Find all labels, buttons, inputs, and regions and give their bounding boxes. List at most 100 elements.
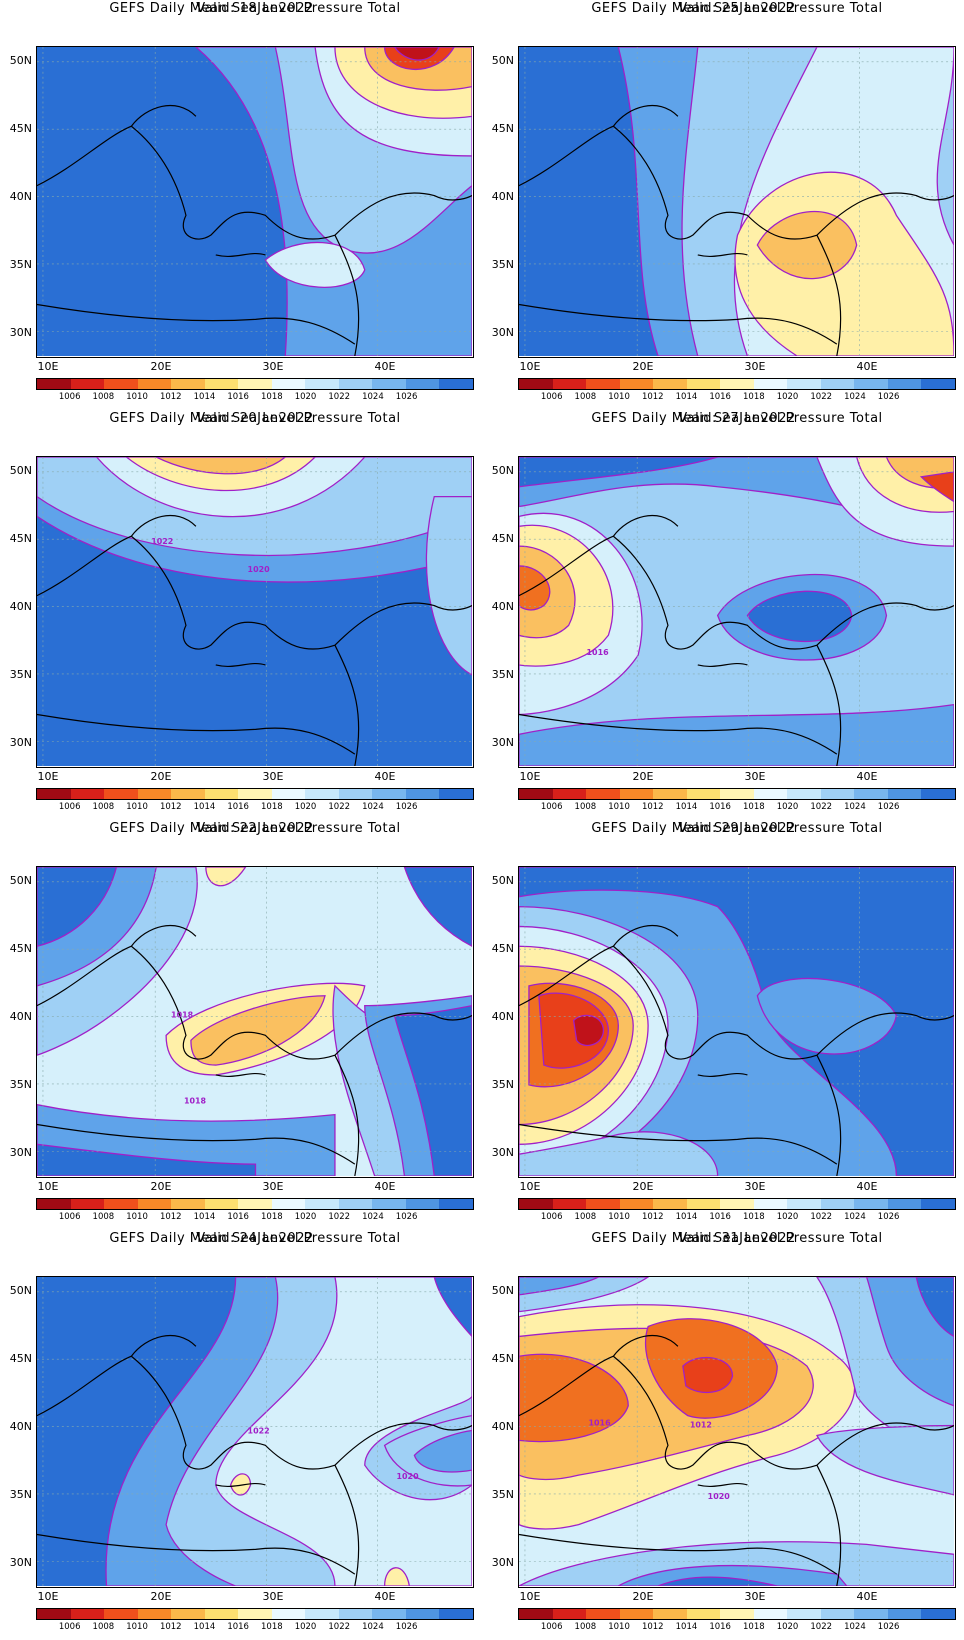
colorbar-swatch: [519, 789, 553, 799]
pressure-contour-region: [393, 47, 440, 61]
latitude-tick-label: 40N: [9, 190, 32, 203]
latitude-tick-label: 50N: [491, 54, 514, 67]
colorbar-swatch: [405, 1199, 440, 1209]
colorbar-swatch: [854, 789, 888, 799]
latitude-tick-label: 45N: [9, 1352, 32, 1365]
colorbar-swatch: [104, 1199, 138, 1209]
pressure-contour-region: [205, 867, 247, 887]
longitude-tick-label: 10E: [519, 1590, 541, 1603]
colorbar-tick-label: 1008: [92, 802, 115, 812]
colorbar-swatch: [238, 1609, 272, 1619]
map-panel: GEFS Daily Mean Sea Level Pressure Total…: [0, 410, 482, 820]
colorbar-swatch: [104, 1609, 138, 1619]
colorbar-swatch: [552, 1199, 587, 1209]
panel-title: GEFS Daily Mean Sea Level Pressure Total: [591, 1231, 883, 1246]
map-panel: GEFS Daily Mean Sea Level Pressure Total…: [482, 410, 964, 820]
colorbar-tick-label: 1012: [159, 392, 182, 402]
pressure-contour-region: [746, 590, 853, 642]
latitude-tick-label: 50N: [9, 874, 32, 887]
colorbar-tick-label: 1010: [608, 802, 630, 812]
colorbar-tick-label: 1020: [294, 1212, 317, 1222]
colorbar-swatch: [619, 1609, 654, 1619]
colorbar-tick-label: 1024: [362, 392, 384, 402]
coastline: [519, 924, 954, 1176]
colorbar-tick-label: 1024: [844, 1212, 866, 1222]
colorbar-swatch: [372, 1199, 406, 1209]
coastline: [37, 514, 472, 766]
latitude-tick-label: 45N: [491, 942, 514, 955]
colorbar-tick-label: 1008: [92, 392, 115, 402]
pressure-map: [518, 46, 956, 358]
colorbar-swatch: [70, 379, 105, 389]
map-panel: GEFS Daily Mean Sea Level Pressure Total…: [482, 820, 964, 1230]
latitude-tick-label: 40N: [491, 600, 514, 613]
latitude-tick-label: 40N: [491, 1010, 514, 1023]
pressure-contour-region: [572, 1014, 605, 1047]
colorbar-swatch: [820, 1199, 855, 1209]
colorbar-swatch: [137, 1199, 172, 1209]
colorbar-tick-label: 1018: [743, 802, 765, 812]
longitude-tick-label: 40E: [856, 360, 878, 373]
colorbar-tick-label: 1016: [227, 1212, 249, 1222]
colorbar-swatch: [271, 1609, 306, 1619]
pressure-contour-region: [915, 1277, 954, 1338]
colorbar-tick-label: 1022: [328, 1622, 351, 1632]
colorbar-tick-label: 1026: [395, 1622, 418, 1632]
colorbar-tick-label: 1006: [540, 1622, 563, 1632]
colorbar-swatch: [238, 789, 272, 799]
latitude-tick-label: 45N: [491, 122, 514, 135]
colorbar-tick-label: 1020: [776, 1622, 799, 1632]
panel-valid-date: Valid: 18Jan2022: [196, 1, 314, 16]
latitude-tick-label: 50N: [9, 464, 32, 477]
colorbar-tick-label: 1026: [877, 802, 900, 812]
colorbar-swatch: [338, 1199, 373, 1209]
colorbar-tick-label: 1022: [810, 802, 833, 812]
colorbar-swatch: [439, 1609, 473, 1619]
colorbar-swatch: [686, 1199, 721, 1209]
colorbar-tick-label: 1026: [395, 392, 418, 402]
colorbar-swatch: [653, 789, 687, 799]
longitude-tick-label: 40E: [856, 770, 878, 783]
colorbar-tick-label: 1012: [641, 392, 664, 402]
colorbar-swatch: [37, 379, 71, 389]
latitude-tick-label: 35N: [9, 258, 32, 271]
colorbar-tick-label: 1018: [743, 1622, 765, 1632]
contour-label: 1020: [708, 1492, 731, 1501]
pressure-contour-region: [816, 1424, 954, 1496]
colorbar-swatch: [305, 379, 339, 389]
colorbar-tick-label: 1016: [709, 1212, 731, 1222]
colorbar-tick-label: 1008: [574, 802, 597, 812]
colorbar-tick-label: 1026: [877, 1212, 900, 1222]
longitude-tick-label: 10E: [519, 1180, 541, 1193]
colorbar-tick-label: 1010: [608, 1212, 630, 1222]
coastline: [37, 104, 472, 356]
colorbar-tick-label: 1018: [261, 1212, 283, 1222]
longitude-tick-label: 20E: [150, 770, 172, 783]
coastline: [519, 104, 954, 356]
colorbar-swatch: [887, 789, 922, 799]
colorbar-swatch: [37, 1609, 71, 1619]
pressure-colorbar: [36, 1198, 474, 1210]
colorbar-swatch: [854, 379, 888, 389]
panel-valid-date: Valid: 31Jan2022: [678, 1231, 796, 1246]
pressure-colorbar: [36, 1608, 474, 1620]
colorbar-swatch: [70, 789, 105, 799]
colorbar-tick-label: 1008: [574, 1212, 597, 1222]
longitude-tick-label: 20E: [632, 1180, 654, 1193]
pressure-contour-region: [413, 1429, 472, 1473]
colorbar-swatch: [619, 379, 654, 389]
pressure-contour-region: [919, 471, 954, 503]
pressure-contour-region: [155, 457, 287, 475]
colorbar-swatch: [686, 789, 721, 799]
colorbar-tick-label: 1014: [675, 802, 698, 812]
panel-valid-date: Valid: 22Jan2022: [196, 821, 314, 836]
coastline: [37, 1334, 472, 1586]
coastline: [519, 1334, 954, 1586]
panel-valid-date: Valid: 29Jan2022: [678, 821, 796, 836]
longitude-tick-label: 10E: [37, 360, 59, 373]
colorbar-tick-label: 1018: [743, 1212, 765, 1222]
colorbar-swatch: [37, 789, 71, 799]
colorbar-swatch: [720, 1199, 754, 1209]
pressure-contour-region: [519, 1131, 719, 1176]
coastline: [519, 514, 954, 766]
